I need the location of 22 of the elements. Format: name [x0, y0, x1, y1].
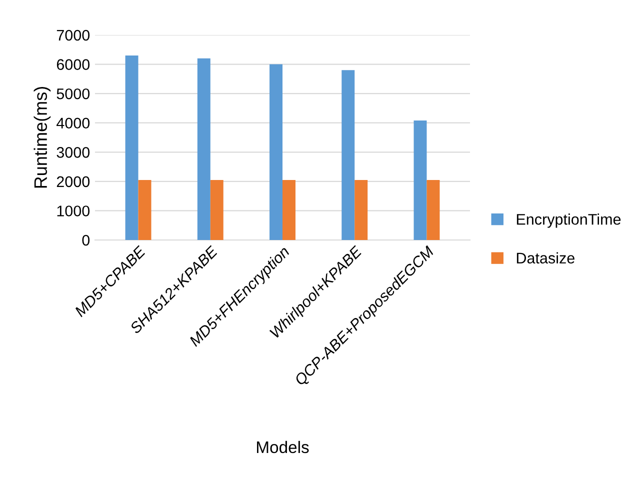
bar: [138, 180, 152, 240]
y-tick-label: 7000: [56, 30, 90, 41]
legend-label: EncryptionTime: [516, 214, 621, 228]
y-axis-title: Runtime(ms): [34, 86, 51, 188]
bar: [210, 180, 224, 240]
bar: [270, 64, 282, 240]
bar: [282, 180, 296, 240]
bar: [426, 180, 440, 240]
y-tick-label: 2000: [56, 176, 90, 188]
y-tick-label: 5000: [56, 88, 90, 100]
y-tick-label: 6000: [56, 59, 90, 70]
bar: [197, 58, 210, 240]
bar: [354, 180, 368, 240]
y-tick-label: 0: [82, 234, 90, 246]
bar: [414, 120, 427, 240]
x-axis-title: Models: [257, 440, 309, 454]
y-tick-label: 4000: [56, 118, 90, 129]
bar: [342, 70, 355, 240]
y-tick-label: 3000: [56, 147, 90, 158]
legend-label: Datasize: [516, 252, 574, 264]
bar: [125, 56, 138, 240]
y-tick-label: 1000: [57, 206, 90, 216]
